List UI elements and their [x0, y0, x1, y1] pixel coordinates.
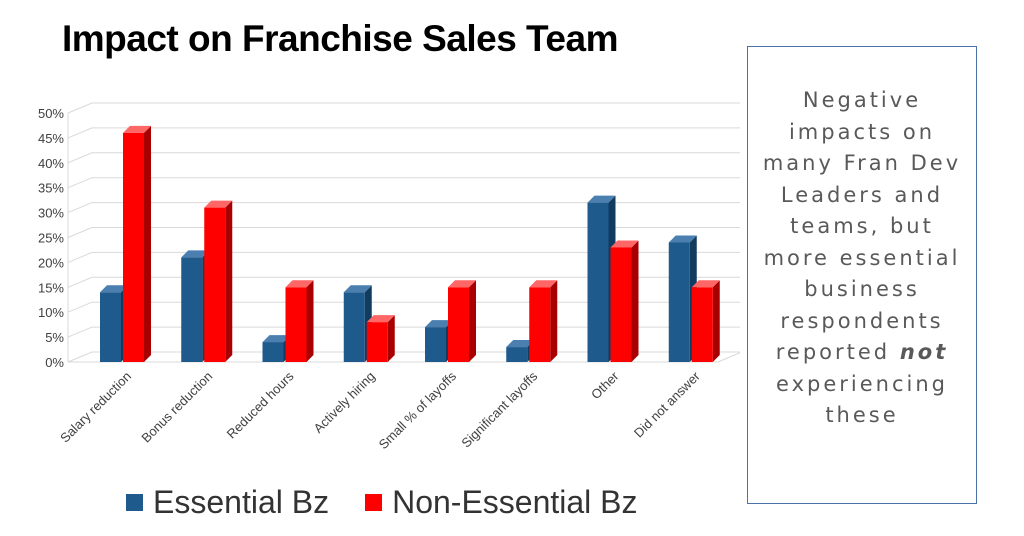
bar-non-essential-front [123, 132, 144, 362]
bar-non-essential [691, 280, 720, 362]
gridline [67, 251, 740, 263]
bar-essential-front [668, 242, 690, 362]
y-tick-label: 20% [38, 255, 64, 270]
bar-non-essential [610, 240, 639, 362]
bar-essential-top [262, 335, 291, 343]
x-tick-label: Did not answer [631, 368, 703, 440]
gridline [67, 152, 740, 164]
y-tick-label: 30% [38, 206, 64, 221]
gridline [67, 177, 740, 189]
bar-non-essential [285, 280, 314, 362]
y-tick-label: 10% [38, 305, 64, 320]
bar-essential-front [100, 292, 121, 362]
bar-non-essential-top [691, 280, 720, 288]
bar-non-essential-top [366, 315, 395, 323]
legend-label-essential: Essential Bz [153, 484, 330, 520]
bar-non-essential-side [387, 315, 395, 362]
bar-non-essential-side [469, 280, 476, 362]
x-axis-ticks: Salary reduction Bonus reduction Reduced h… [57, 368, 703, 452]
bar-non-essential [123, 125, 151, 362]
bars [100, 125, 720, 362]
bar-non-essential-side [306, 280, 314, 362]
bar-non-essential-side [550, 280, 558, 362]
gridline [67, 276, 740, 288]
gridline [67, 326, 740, 338]
bar-non-essential-top [610, 240, 639, 248]
bar-non-essential-top [204, 200, 233, 208]
x-tick-label: Small % of layoffs [376, 368, 460, 452]
y-axis-ticks: 0% 5% 10% 15% 20% 25% 30% 35% 40% 45% 50% [38, 106, 64, 370]
bar-non-essential-top [448, 280, 476, 288]
floor-edge [717, 352, 740, 363]
bar-non-essential-side [225, 200, 233, 362]
x-tick-label: Other [588, 368, 622, 402]
bar-non-essential-top [123, 125, 151, 133]
bar-essential-front [343, 292, 365, 362]
gridline [67, 301, 740, 313]
bar-non-essential-side [712, 280, 720, 362]
legend-label-non-essential: Non-Essential Bz [392, 484, 638, 520]
y-tick-label: 35% [38, 181, 64, 196]
bar-non-essential-front [366, 322, 388, 362]
legend: Essential Bz Non-Essential Bz [126, 484, 674, 521]
bar-essential-top [425, 320, 453, 328]
y-tick-label: 45% [38, 131, 64, 146]
gridline [67, 127, 740, 139]
legend-item-essential: Essential Bz [126, 484, 329, 521]
bar-non-essential-front [448, 287, 469, 362]
bar-non-essential-top [529, 280, 558, 288]
bar-non-essential-side [144, 125, 151, 362]
bar-essential-front [181, 257, 203, 362]
x-tick-label: Actively hiring [311, 369, 378, 436]
note-text: Negative impacts on many Fran Dev Leader… [754, 85, 970, 432]
legend-swatch-essential [126, 494, 143, 511]
bar-non-essential [366, 315, 395, 362]
bar-essential-front [506, 347, 528, 362]
bar-essential-front [262, 342, 284, 362]
bar-non-essential [204, 200, 233, 362]
note-box: Negative impacts on many Fran Dev Leader… [747, 46, 977, 504]
gridlines [67, 102, 740, 363]
legend-swatch-non-essential [365, 494, 383, 511]
bar-essential-top [343, 285, 372, 293]
note-text-after: experiencing these [776, 371, 948, 428]
gridline [67, 227, 740, 238]
bar-essential-top [587, 195, 616, 203]
y-tick-label: 50% [38, 106, 64, 121]
gridline [67, 351, 740, 363]
x-tick-label: Significant layoffs [458, 368, 540, 450]
y-tick-label: 0% [45, 355, 64, 370]
y-tick-label: 5% [45, 330, 64, 345]
bar-non-essential-front [285, 287, 307, 362]
bar-essential-top [668, 235, 697, 243]
bar-essential [262, 335, 291, 362]
x-tick-label: Reduced hours [224, 368, 297, 441]
bar-non-essential-side [631, 240, 639, 362]
bar-essential-top [506, 340, 535, 348]
x-tick-label: Bonus reduction [138, 369, 215, 446]
legend-item-non-essential: Non-Essential Bz [365, 484, 638, 521]
bar-essential-front [587, 202, 609, 362]
y-tick-label: 15% [38, 280, 64, 295]
bar-essential-top [181, 250, 210, 258]
bar-chart: 0% 5% 10% 15% 20% 25% 30% 35% 40% 45% 50% Salary r… [38, 102, 740, 452]
chart-title: Impact on Franchise Sales Team [62, 18, 618, 59]
bar-non-essential [448, 280, 476, 362]
gridline [67, 202, 740, 214]
note-text-before: Negative impacts on many Fran Dev Leader… [762, 88, 962, 364]
x-tick-label: Salary reduction [57, 369, 134, 446]
y-tick-label: 25% [38, 231, 64, 246]
gridline [67, 102, 740, 114]
bar-essential-top [100, 285, 128, 293]
bar-non-essential-front [691, 287, 713, 362]
note-text-emphasis: not [899, 340, 949, 364]
bar-non-essential-front [529, 287, 551, 362]
bar-non-essential-top [285, 280, 314, 288]
y-tick-label: 40% [38, 156, 64, 171]
bar-non-essential [529, 280, 558, 362]
bar-essential-front [425, 327, 446, 362]
bar-non-essential-front [204, 207, 226, 362]
bar-non-essential-front [610, 247, 632, 362]
